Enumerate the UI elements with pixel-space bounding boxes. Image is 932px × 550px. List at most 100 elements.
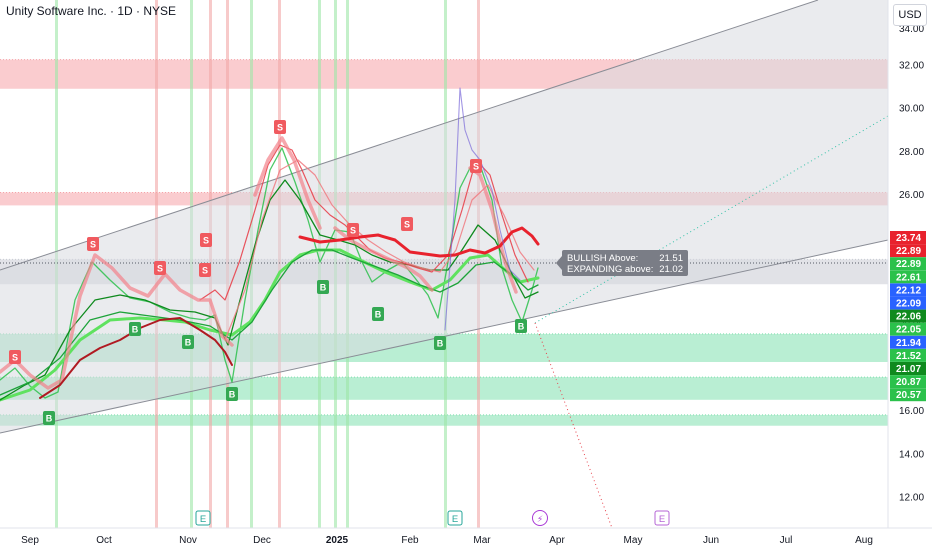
- signal-label: B: [437, 339, 444, 349]
- trend-red-thick: [298, 226, 540, 258]
- price-tick: 14.00: [899, 449, 924, 460]
- currency-button[interactable]: USD: [893, 4, 927, 26]
- price-label-bg: [890, 257, 926, 271]
- buy-signal: B: [515, 319, 527, 333]
- tooltip-row-value: 21.02: [659, 264, 683, 275]
- signal-label: S: [404, 220, 410, 230]
- earnings-marker: E: [195, 510, 211, 526]
- event-markers[interactable]: E E ⚡ E: [195, 510, 670, 526]
- time-tick: Mar: [473, 535, 491, 546]
- ema-dark-green: [0, 179, 539, 401]
- time-tick: May: [624, 535, 643, 546]
- buy-signal: B: [43, 411, 55, 425]
- price-label-bg: [890, 231, 926, 244]
- buy-signal: B: [182, 335, 194, 349]
- signal-badge: [199, 263, 211, 277]
- ema-red-2: [224, 159, 535, 341]
- event-box: [654, 510, 670, 526]
- signal-label: B: [320, 283, 327, 293]
- price-label-text: 20.87: [896, 377, 921, 388]
- signal-badge: [200, 233, 212, 247]
- price-label-text: 20.57: [896, 390, 921, 401]
- price-label: 20.57: [890, 388, 926, 402]
- price-label-text: 23.74: [896, 233, 921, 244]
- signal-label: S: [277, 123, 283, 133]
- sell-wave-3: [333, 226, 434, 292]
- buy-signal: B: [226, 387, 238, 401]
- signal-label: S: [90, 240, 96, 250]
- signal-badge: [154, 261, 166, 275]
- event-label: E: [200, 514, 206, 525]
- buy-signal: B: [434, 336, 446, 350]
- signal-label: S: [350, 226, 356, 236]
- price-label: 22.09: [890, 296, 926, 310]
- price-label: 22.06: [890, 309, 926, 323]
- sell-signal: S: [470, 159, 482, 173]
- signal-label: B: [518, 322, 525, 332]
- signal-label: B: [185, 338, 192, 348]
- projection-up: [534, 115, 889, 324]
- time-tick: Nov: [179, 535, 197, 546]
- time-axis[interactable]: Sep Oct Nov Dec 2025 Feb Mar Apr May Jun Jul Aug: [0, 527, 932, 550]
- buy-sell-signals: S B S B S B S S B S B S B S B S B: [9, 120, 527, 425]
- sell-wave-2: [253, 136, 322, 230]
- price-label-text: 22.09: [896, 299, 921, 310]
- signal-badge: [129, 322, 141, 336]
- event-label: E: [659, 514, 665, 525]
- price-label: 21.07: [890, 362, 926, 375]
- price-label-text: 22.89: [896, 246, 921, 257]
- price-label-text: 22.61: [896, 272, 921, 283]
- tooltip-row-label: BULLISH Above:: [567, 253, 638, 264]
- sell-signal: S: [9, 350, 21, 364]
- signal-badge: [434, 336, 446, 350]
- channel-fill: [0, 0, 888, 433]
- signal-badge: [182, 335, 194, 349]
- price-label-text: 22.89: [896, 259, 921, 270]
- split-marker: ⚡: [532, 510, 548, 526]
- sell-signal: S: [87, 237, 99, 251]
- time-tick: Sep: [21, 535, 39, 546]
- price-label-text: 22.12: [896, 285, 921, 296]
- signal-badge: [226, 387, 238, 401]
- price-label-text: 21.07: [896, 364, 921, 375]
- event-box: [447, 510, 463, 526]
- price-tick: 28.00: [899, 147, 924, 158]
- price-label-bg: [890, 244, 926, 258]
- indicator-tooltip: BULLISH Above: 21.51 EXPANDING above: 21.02: [556, 250, 688, 276]
- price-label: 22.61: [890, 270, 926, 284]
- signal-label: S: [202, 266, 208, 276]
- signal-label: S: [203, 236, 209, 246]
- event-label: ⚡: [537, 515, 543, 525]
- price-label-bg: [890, 362, 926, 375]
- price-label: 21.52: [890, 348, 926, 362]
- price-label-bg: [890, 348, 926, 362]
- price-label-bg: [890, 322, 926, 336]
- buy-signal: B: [317, 280, 329, 294]
- time-tick: 2025: [326, 535, 349, 546]
- price-label-text: 21.52: [896, 351, 921, 362]
- price-tick: 26.00: [899, 190, 924, 201]
- signal-badge: [347, 223, 359, 237]
- price-label-bg: [890, 296, 926, 310]
- ema-green-thick: [0, 248, 540, 402]
- price-label: 22.12: [890, 283, 926, 297]
- earnings-marker: E: [447, 510, 463, 526]
- price-label-text: 21.94: [896, 338, 921, 349]
- price-tick: 30.00: [899, 104, 924, 115]
- signal-badge: [470, 159, 482, 173]
- signal-badge: [9, 350, 21, 364]
- price-label: 21.94: [890, 335, 926, 349]
- sell-signal: S: [274, 120, 286, 134]
- time-tick: Oct: [96, 535, 112, 546]
- tooltip-row-value: 21.51: [659, 253, 683, 264]
- price-label: 23.74: [890, 231, 926, 244]
- tooltip-box: [562, 250, 688, 276]
- sell-signal: S: [199, 263, 211, 277]
- signal-badge: [87, 237, 99, 251]
- sell-signal: S: [401, 217, 413, 231]
- price-tick: 32.00: [899, 61, 924, 72]
- signal-label: B: [375, 310, 382, 320]
- price-tick: 16.00: [899, 406, 924, 417]
- price-labels: 23.74 22.89 22.89 22.61 22.12 22.09 22.06 22.05…: [890, 231, 926, 402]
